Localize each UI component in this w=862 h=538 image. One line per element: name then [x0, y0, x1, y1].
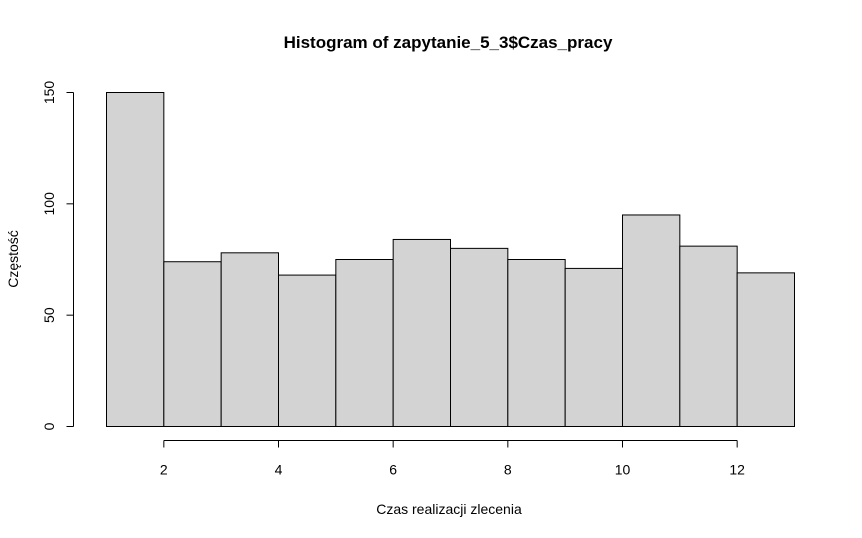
histogram-bar	[163, 261, 222, 427]
x-tick-label: 6	[389, 462, 397, 478]
bars-group	[106, 92, 796, 428]
chart-title: Histogram of zapytanie_5_3$Czas_pracy	[284, 33, 613, 52]
y-tick-label: 50	[41, 307, 57, 323]
histogram-bar	[392, 238, 451, 427]
histogram-bar	[679, 245, 738, 427]
histogram-bar	[507, 259, 566, 427]
x-axis: 2 4 6 8 10 12	[160, 440, 745, 478]
x-tick-label: 8	[504, 462, 512, 478]
histogram-bar	[450, 247, 509, 427]
y-tick-label: 150	[41, 81, 57, 105]
histogram-bar	[335, 259, 394, 427]
x-tick-label: 12	[729, 462, 745, 478]
histogram-bar	[106, 92, 165, 427]
y-axis: 0 50 100 150	[41, 81, 74, 430]
x-tick-label: 2	[160, 462, 168, 478]
y-axis-label: Częstość	[5, 230, 21, 288]
x-tick-label: 10	[615, 462, 631, 478]
x-axis-label: Czas realizacji zlecenia	[376, 501, 522, 517]
histogram-bar	[564, 267, 624, 428]
y-tick-label: 100	[41, 192, 57, 216]
histogram-bar	[220, 252, 280, 427]
histogram-bar	[622, 214, 681, 427]
y-tick-label: 0	[41, 422, 57, 430]
histogram-bar	[736, 272, 796, 427]
x-tick-label: 4	[275, 462, 283, 478]
histogram-bar	[278, 274, 337, 427]
